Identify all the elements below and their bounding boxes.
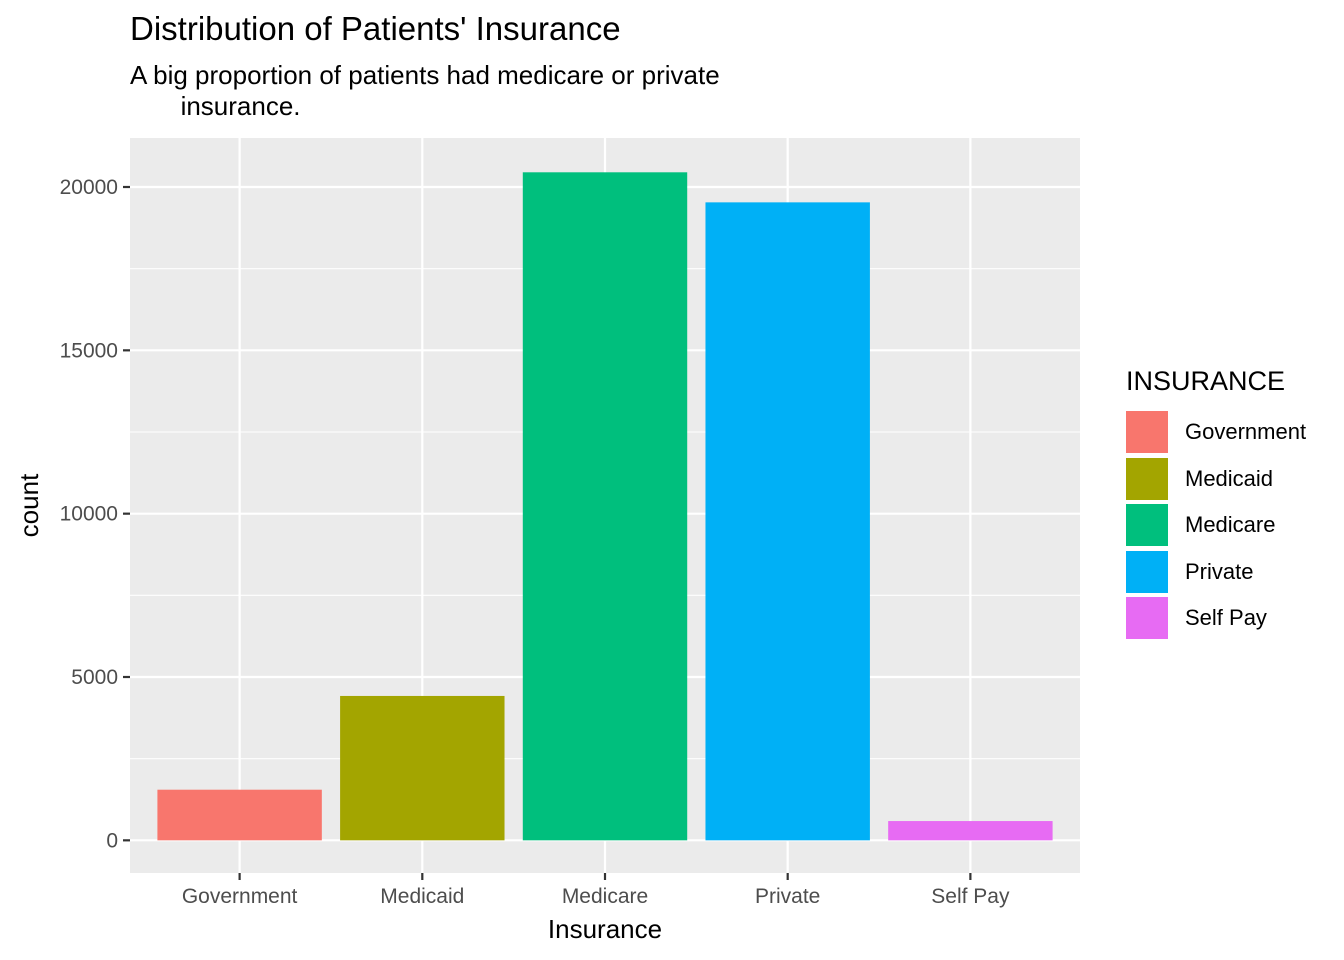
legend-label: Private: [1185, 558, 1254, 584]
x-tick-label: Self Pay: [931, 885, 1010, 908]
bar-private: [705, 202, 870, 841]
legend-title: INSURANCE: [1126, 366, 1286, 396]
legend-items: Government Medicaid Medicare Private Self Pa…: [1126, 409, 1306, 642]
x-tick-label: Government: [182, 885, 298, 908]
legend-key: [1126, 550, 1168, 593]
legend-label: Self Pay: [1185, 605, 1267, 631]
legend-item: Self Pay: [1126, 595, 1306, 642]
legend-key: [1126, 411, 1168, 454]
legend-item: Government: [1126, 409, 1306, 456]
legend-item: Medicare: [1126, 502, 1306, 549]
y-tick-label: 15000: [60, 339, 118, 362]
bar-government: [157, 789, 322, 841]
x-tick-label: Medicare: [562, 885, 648, 908]
y-tick-label: 10000: [60, 503, 118, 526]
chart-subtitle: A big proportion of patients had medicar…: [130, 60, 720, 121]
legend-label: Government: [1185, 419, 1307, 445]
bar-medicaid: [340, 695, 505, 841]
legend-label: Medicare: [1185, 512, 1276, 538]
y-tick-label: 0: [106, 829, 118, 852]
x-tick-label: Private: [755, 885, 820, 908]
y-tick-label: 20000: [60, 176, 118, 199]
legend-key: [1126, 597, 1168, 640]
bar-self-pay: [888, 821, 1053, 841]
legend-item: Private: [1126, 549, 1306, 596]
y-tick-label: 5000: [71, 666, 118, 689]
bar-medicare: [522, 172, 688, 841]
legend-label: Medicaid: [1185, 465, 1274, 491]
chart-title: Distribution of Patients' Insurance: [130, 10, 621, 47]
legend-key: [1126, 504, 1168, 547]
y-axis-title: count: [14, 473, 44, 537]
legend-key: [1126, 457, 1168, 500]
x-axis-title: Insurance: [548, 914, 662, 944]
legend-item: Medicaid: [1126, 456, 1306, 503]
legend: INSURANCE Government Medicaid Medicare Priv…: [1126, 366, 1306, 642]
x-tick-label: Medicaid: [380, 885, 464, 908]
